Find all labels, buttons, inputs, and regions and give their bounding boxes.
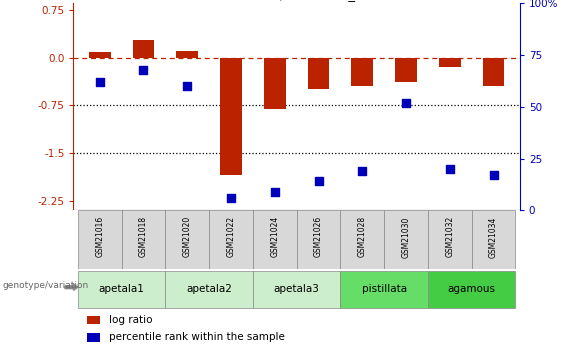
Bar	[428, 210, 472, 269]
Bar	[89, 52, 111, 58]
Bar	[166, 271, 253, 308]
Text: agamous: agamous	[447, 284, 496, 294]
Text: GSM21020: GSM21020	[182, 216, 192, 257]
Point	[314, 179, 323, 184]
Text: pistillata: pistillata	[362, 284, 407, 294]
Text: apetala3: apetala3	[273, 284, 320, 294]
Bar	[384, 210, 428, 269]
Bar	[87, 316, 100, 324]
Point	[358, 168, 367, 174]
Bar	[133, 40, 154, 58]
Bar	[253, 210, 297, 269]
Text: GSM21034: GSM21034	[489, 216, 498, 257]
Bar	[220, 58, 242, 175]
Bar	[264, 58, 286, 109]
Text: GSM21026: GSM21026	[314, 216, 323, 257]
Text: GSM21028: GSM21028	[358, 216, 367, 257]
Text: log ratio: log ratio	[109, 315, 153, 325]
Point	[227, 195, 236, 201]
Title: GDS866 / A001444_01: GDS866 / A001444_01	[221, 0, 372, 1]
Point	[270, 189, 279, 195]
Bar	[253, 271, 340, 308]
Bar	[78, 210, 121, 269]
Bar	[395, 58, 417, 82]
Point	[445, 166, 454, 172]
Bar	[166, 210, 209, 269]
Bar	[428, 271, 515, 308]
Bar	[307, 58, 329, 89]
Text: genotype/variation: genotype/variation	[3, 281, 89, 290]
Bar	[472, 210, 515, 269]
Point	[95, 79, 104, 85]
Bar	[176, 51, 198, 58]
Point	[139, 67, 148, 72]
Bar	[297, 210, 340, 269]
Point	[489, 172, 498, 178]
Point	[182, 83, 192, 89]
Text: GSM21018: GSM21018	[139, 216, 148, 257]
Bar	[87, 333, 100, 342]
Text: GSM21022: GSM21022	[227, 216, 236, 257]
Bar	[340, 210, 384, 269]
Bar	[483, 58, 505, 86]
Bar	[121, 210, 166, 269]
Point	[402, 100, 411, 106]
Text: GSM21030: GSM21030	[402, 216, 411, 257]
Bar	[209, 210, 253, 269]
Bar	[351, 58, 373, 86]
Text: GSM21032: GSM21032	[445, 216, 454, 257]
Text: apetala2: apetala2	[186, 284, 232, 294]
Bar	[340, 271, 428, 308]
Text: apetala1: apetala1	[99, 284, 145, 294]
Text: GSM21016: GSM21016	[95, 216, 104, 257]
Text: percentile rank within the sample: percentile rank within the sample	[109, 333, 285, 342]
Bar	[439, 58, 460, 67]
Text: GSM21024: GSM21024	[270, 216, 279, 257]
Bar	[78, 271, 166, 308]
